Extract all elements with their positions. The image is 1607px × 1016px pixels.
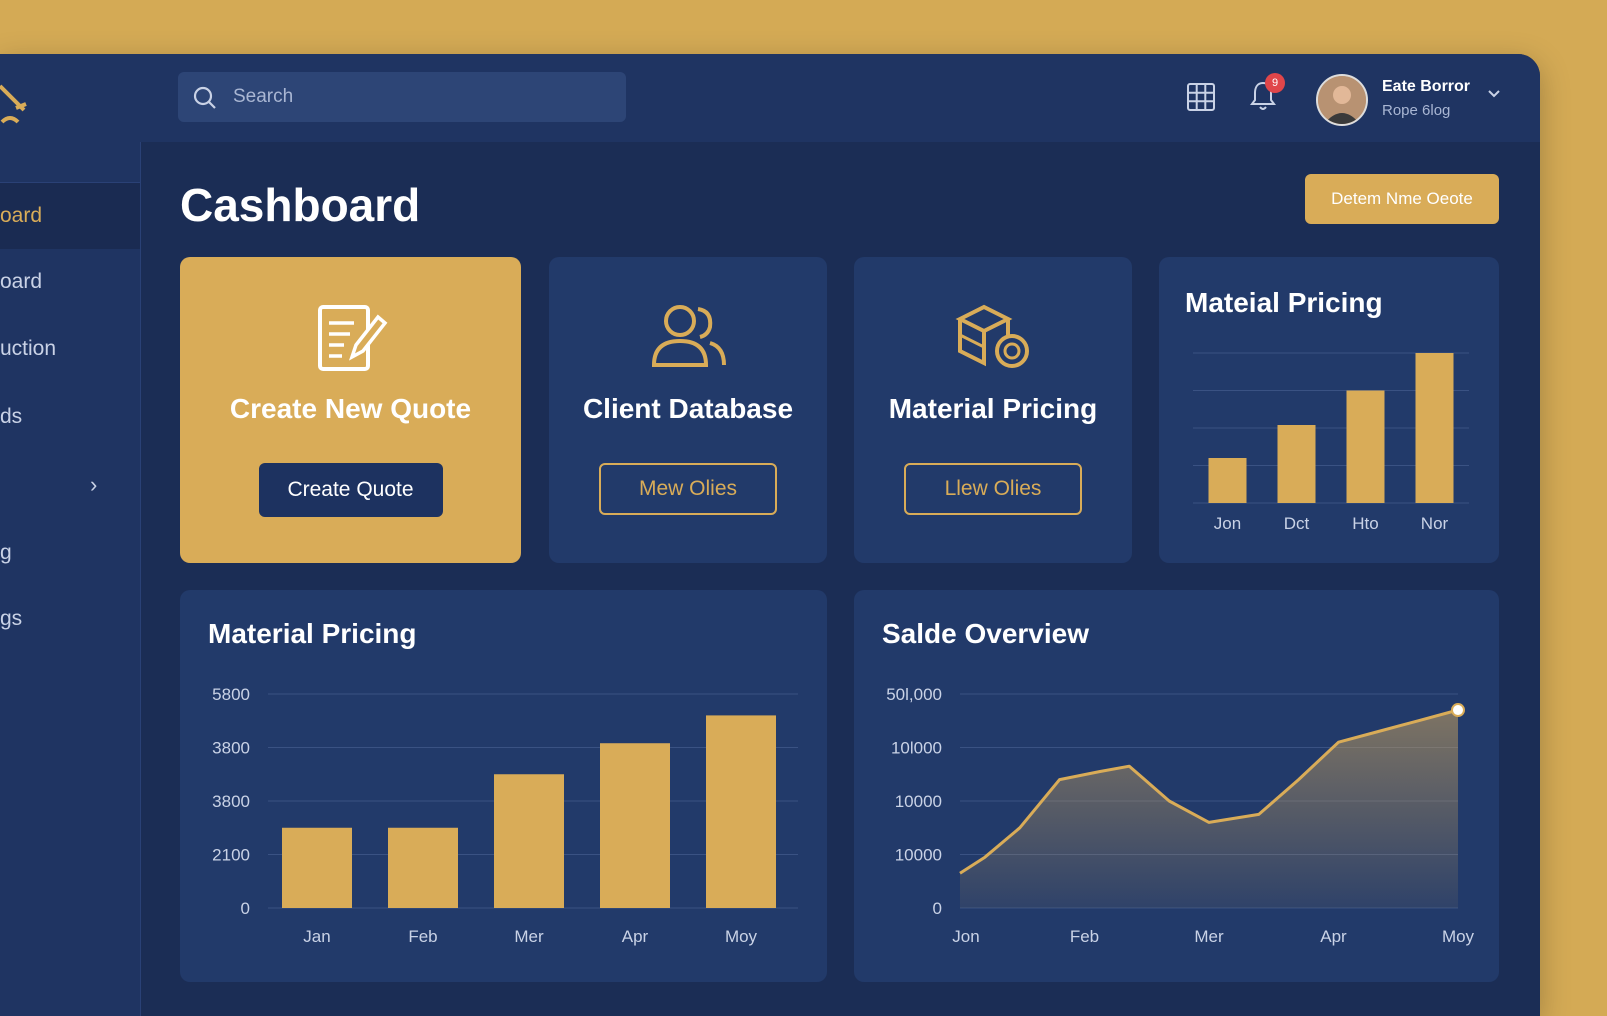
x-tick-label: Jan — [303, 927, 330, 946]
sidebar-item-label: oard — [0, 204, 43, 227]
bar — [1346, 390, 1385, 503]
search-placeholder: Search — [233, 86, 294, 107]
series-line — [959, 708, 1459, 875]
y-tick-label: 50l,000 — [886, 685, 942, 704]
area-fill — [960, 710, 1458, 908]
sidebar-item-log[interactable]: g — [0, 520, 140, 586]
x-tick-label: Feb — [408, 927, 437, 946]
chevron-down-icon[interactable] — [1486, 86, 1502, 102]
panel-title: Salde Overview — [882, 618, 1090, 649]
x-tick-label: Feb — [1070, 927, 1099, 946]
sidebar-item-label: g — [0, 541, 12, 564]
x-tick-label: Apr — [622, 927, 649, 946]
search-icon — [193, 86, 216, 109]
quote-edit-icon — [317, 305, 387, 371]
y-tick-label: 5800 — [212, 685, 250, 704]
create-new-quote-button[interactable]: Detem Nme Oeote — [1305, 174, 1499, 224]
y-tick-label: 3800 — [212, 739, 250, 758]
create-quote-button[interactable]: Create Quote — [258, 463, 443, 517]
x-tick-label: Apr — [1320, 927, 1347, 946]
bar-chart: 0 2100 3800 3800 5800 Jan Feb Mer Apr Moy — [212, 685, 798, 946]
chart-title: Mateial Pricing — [1185, 287, 1383, 318]
hammer-logo-icon — [0, 84, 27, 124]
app-window: oard oard uction ds › g gs Search 9 — [0, 54, 1540, 1016]
last-point-marker — [1451, 703, 1465, 718]
search-input[interactable]: Search — [178, 72, 626, 122]
x-tick-label: Hto — [1352, 514, 1378, 533]
user-role: Rope 6log — [1382, 102, 1451, 119]
view-clients-button[interactable]: Mew Olies — [599, 463, 777, 515]
material-pricing-card: Material Pricing Llew Olies — [854, 257, 1132, 563]
sidebar-item-label: oard — [0, 270, 43, 293]
bar — [1208, 458, 1247, 503]
user-name: Eate Borror — [1382, 78, 1471, 95]
y-tick-label: 10l000 — [891, 739, 942, 758]
bar — [494, 774, 564, 908]
sidebar-item-label: ds — [0, 405, 23, 428]
y-tick-label: 2100 — [212, 846, 250, 865]
sidebar-item-settings[interactable]: gs — [0, 586, 140, 652]
page-title: Cashboard — [180, 179, 421, 231]
card-title: Material Pricing — [888, 393, 1098, 424]
create-quote-card: Create New Quote Create Quote — [180, 257, 521, 563]
logo — [0, 54, 140, 183]
grid-icon[interactable] — [1186, 82, 1216, 112]
chevron-right-icon: › — [90, 472, 98, 497]
x-tick-label: Moy — [725, 927, 758, 946]
material-pricing-mini-chart-card: Mateial Pricing Jon Dct Hto Nor — [1159, 257, 1499, 563]
y-tick-label: 0 — [933, 899, 942, 918]
notification-badge: 9 — [1265, 73, 1285, 93]
materials-icon — [955, 304, 1029, 368]
sidebar-item-label: gs — [0, 607, 23, 630]
card-title: Create New Quote — [229, 393, 472, 424]
y-tick-label: 10000 — [895, 846, 942, 865]
y-tick-label: 10000 — [895, 792, 942, 811]
x-tick-label: Jon — [952, 927, 979, 946]
users-icon — [651, 305, 726, 367]
sales-overview-panel: Salde Overview 0 10000 10000 10l000 50l,000 J… — [854, 590, 1499, 982]
user-avatar-icon — [1318, 76, 1366, 124]
x-tick-label: Nor — [1421, 514, 1449, 533]
bar — [282, 827, 352, 908]
view-materials-button[interactable]: Llew Olies — [904, 463, 1082, 515]
client-database-card: Client Database Mew Olies — [549, 257, 827, 563]
bar — [600, 743, 670, 908]
x-tick-label: Jon — [1214, 514, 1241, 533]
card-title: Client Database — [582, 393, 794, 424]
x-tick-label: Mer — [1194, 927, 1224, 946]
sidebar-item-records[interactable]: ds — [0, 384, 140, 450]
sidebar-item-label: uction — [0, 337, 57, 360]
bar — [388, 827, 458, 908]
sidebar: oard oard uction ds › g gs — [0, 54, 141, 1016]
x-tick-label: Mer — [514, 927, 544, 946]
material-pricing-panel: Material Pricing 0 2100 3800 3800 5800 Jan Feb… — [180, 590, 827, 982]
bar — [1277, 425, 1316, 503]
y-tick-label: 3800 — [212, 792, 250, 811]
mini-bar-chart: Jon Dct Hto Nor — [1193, 352, 1469, 533]
sidebar-item-production[interactable]: uction — [0, 316, 140, 382]
bar — [706, 715, 776, 908]
avatar[interactable] — [1316, 74, 1368, 126]
sidebar-item-dashboard[interactable]: oard — [0, 183, 140, 249]
x-tick-label: Dct — [1284, 514, 1310, 533]
y-tick-label: 0 — [241, 899, 250, 918]
panel-title: Material Pricing — [208, 618, 417, 649]
sidebar-item-expandable[interactable]: › — [0, 452, 140, 518]
x-tick-label: Moy — [1442, 927, 1475, 946]
top-bar: Search 9 Eate Borror Rope 6log — [140, 54, 1540, 142]
sidebar-item-board[interactable]: oard — [0, 249, 140, 315]
bar — [1415, 353, 1454, 503]
area-chart: 0 10000 10000 10l000 50l,000 Jon Feb Mer Apr Moy — [886, 685, 1475, 946]
